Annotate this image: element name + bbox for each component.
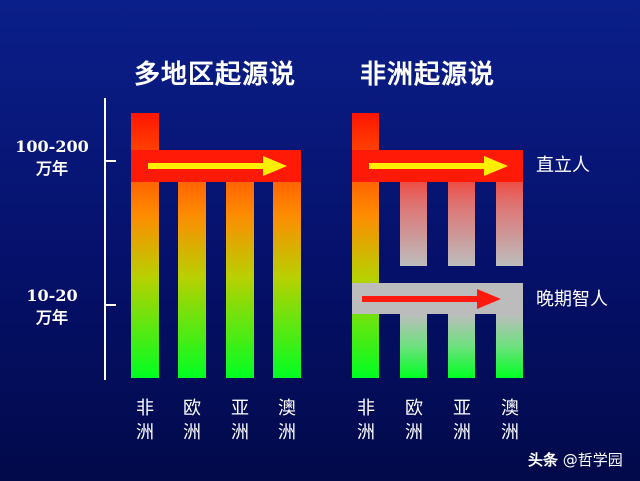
right-col-label-africa: 非 洲 (351, 397, 381, 445)
right-col-label-europe: 欧 洲 (399, 397, 429, 445)
y-axis-line (104, 98, 106, 380)
col-char: 洲 (453, 422, 471, 443)
left-col-label-australia: 澳 洲 (272, 397, 302, 445)
y-label-high: 100-200 万年 (12, 136, 92, 180)
right-title: 非洲起源说 (360, 60, 496, 90)
col-char: 澳 (278, 398, 296, 419)
right-bar-asia-lower (448, 314, 475, 378)
right-diagram (352, 113, 523, 378)
left-title: 多地区起源说 (134, 60, 297, 90)
y-tick-high (104, 160, 116, 162)
y-label-high-years: 100-200 (15, 137, 89, 156)
y-label-high-unit: 万年 (35, 159, 68, 178)
col-char: 洲 (501, 422, 519, 443)
left-col-label-europe: 欧 洲 (177, 397, 207, 445)
right-col-label-australia: 澳 洲 (495, 397, 525, 445)
col-char: 亚 (231, 398, 249, 419)
left-bar-australia (273, 150, 301, 378)
label-late-homo-sapiens: 晚期智人 (536, 289, 608, 310)
y-label-low-years: 10-20 (26, 286, 78, 305)
col-char: 洲 (278, 422, 296, 443)
right-sapiens-arrow (362, 289, 501, 309)
col-char: 洲 (231, 422, 249, 443)
col-char: 澳 (501, 398, 519, 419)
left-bar-europe (178, 150, 206, 378)
col-char: 洲 (136, 422, 154, 443)
left-col-label-asia: 亚 洲 (225, 397, 255, 445)
col-char: 洲 (357, 422, 375, 443)
col-char: 非 (136, 398, 154, 419)
watermark-logo: 头条 (528, 451, 559, 469)
col-char: 亚 (453, 398, 471, 419)
y-label-low: 10-20 万年 (12, 285, 92, 329)
col-char: 非 (357, 398, 375, 419)
left-col-label-africa: 非 洲 (130, 397, 160, 445)
watermark: 头条 @哲学园 (528, 449, 623, 470)
left-bar-asia (226, 150, 254, 378)
y-tick-low (104, 304, 116, 306)
col-char: 洲 (183, 422, 201, 443)
left-diagram (131, 113, 301, 378)
watermark-handle: @哲学园 (562, 451, 623, 469)
right-col-label-asia: 亚 洲 (447, 397, 477, 445)
col-char: 欧 (405, 398, 423, 419)
right-erectus-arrow (369, 156, 508, 176)
label-homo-erectus: 直立人 (536, 155, 590, 176)
y-label-low-unit: 万年 (35, 308, 68, 327)
right-bar-europe-lower (400, 314, 427, 378)
col-char: 欧 (183, 398, 201, 419)
left-migration-arrow (148, 156, 287, 176)
col-char: 洲 (405, 422, 423, 443)
right-bar-australia-lower (496, 314, 523, 378)
